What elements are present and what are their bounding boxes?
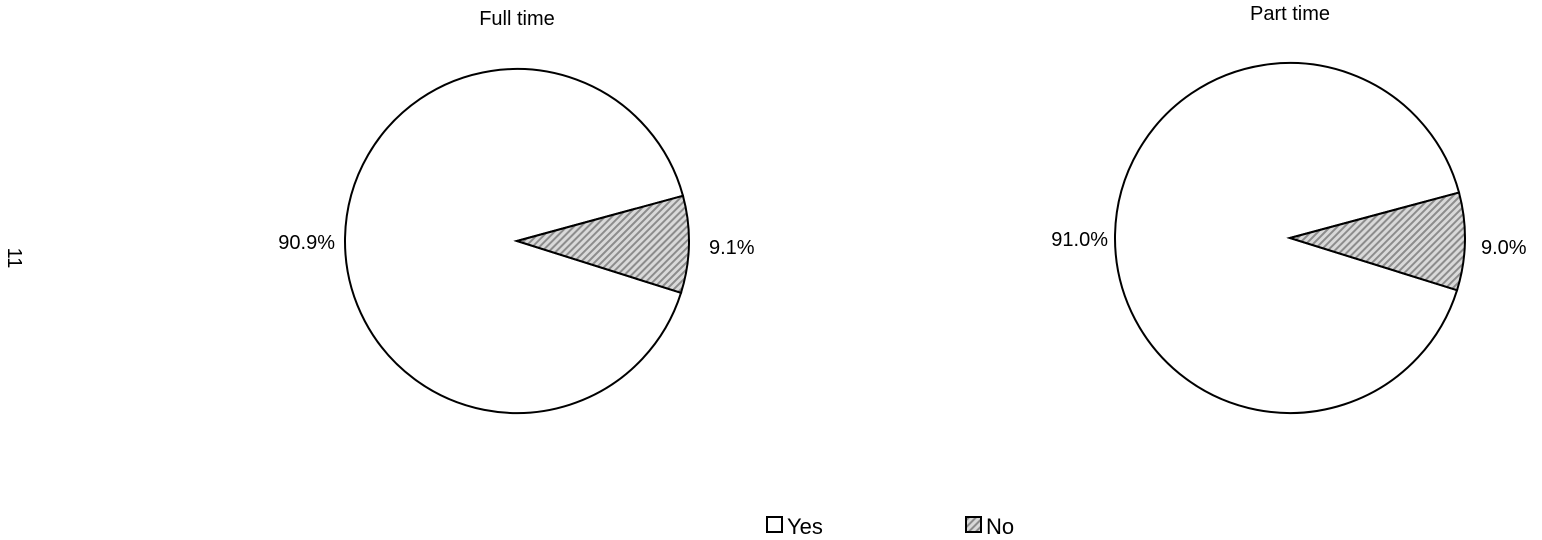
pie-slice-no [1286,191,1466,292]
legend: Yes No [766,514,1014,539]
data-label-yes: 90.9% [278,232,335,254]
legend-label-yes: Yes [787,514,823,539]
data-label-yes: 91.0% [1051,229,1108,251]
legend-swatch-no [965,516,982,533]
data-label-no: 9.1% [709,237,755,259]
legend-swatch-yes [766,516,783,533]
pie-slice-no [513,194,690,295]
page-number: 11 [3,248,25,269]
legend-label-no: No [986,514,1014,539]
pie-chart-full-time: Full time 90.9% 9.1% [278,8,755,414]
pie-title: Full time [479,8,555,30]
pie-title: Part time [1250,3,1330,25]
pie-chart-part-time: Part time 91.0% 9.0% [1051,3,1527,414]
data-label-no: 9.0% [1481,237,1527,259]
